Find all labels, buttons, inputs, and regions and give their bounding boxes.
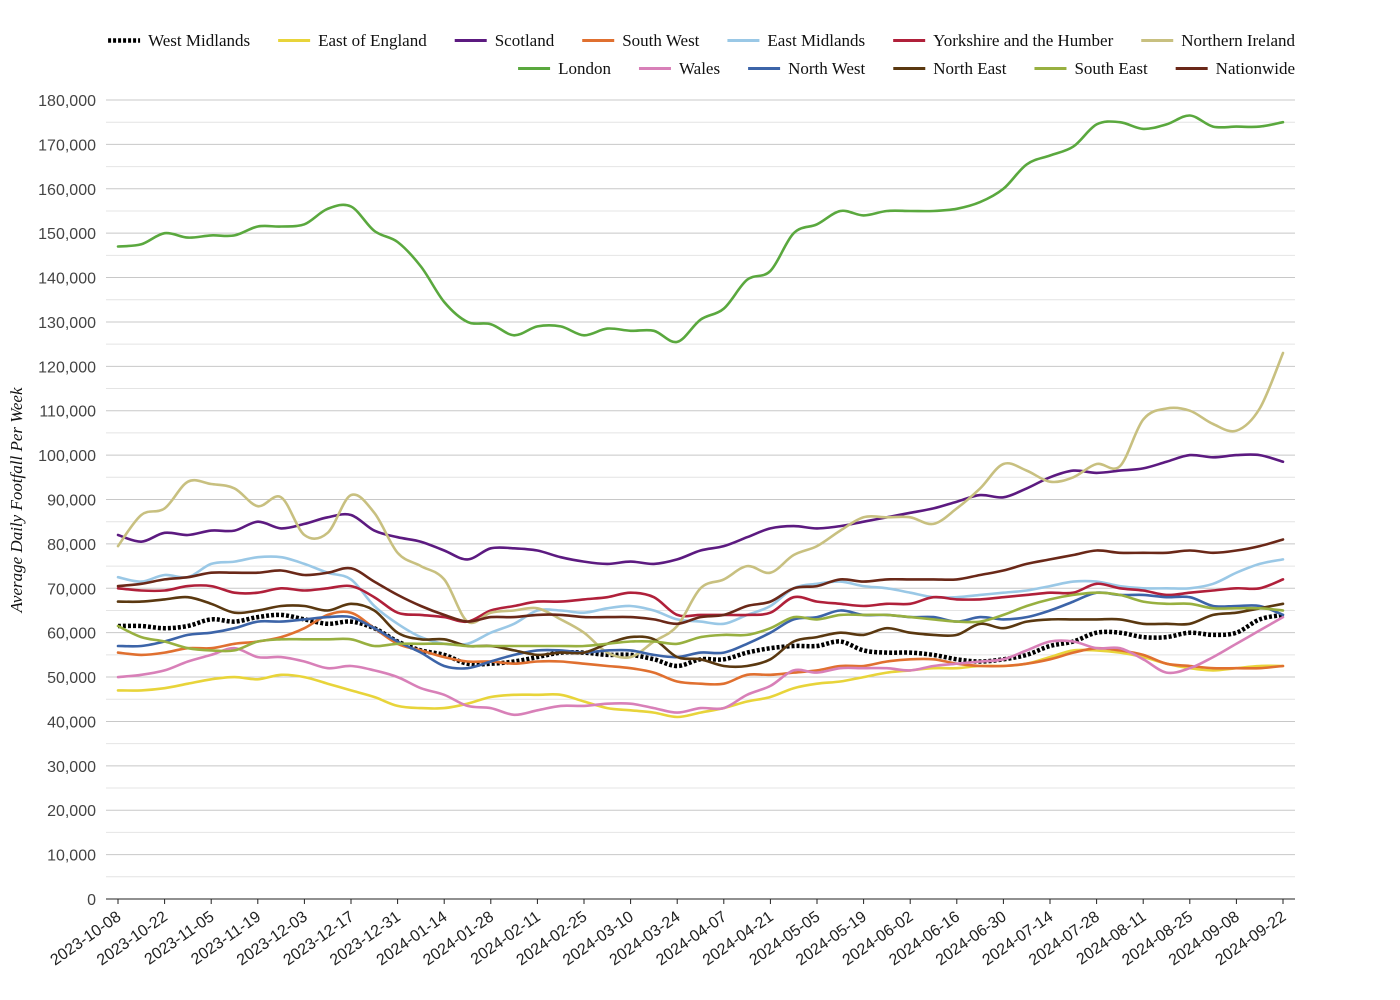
gridlines bbox=[106, 99, 1295, 878]
y-tick-label: 130,000 bbox=[38, 315, 96, 332]
legend-label: East Midlands bbox=[767, 31, 865, 50]
series-line-north-west bbox=[116, 591, 1285, 670]
y-tick-label: 180,000 bbox=[38, 93, 96, 110]
series-line-nationwide bbox=[116, 538, 1285, 626]
legend-item-north-west: North West bbox=[748, 59, 866, 78]
legend-item-northern-ireland: Northern Ireland bbox=[1141, 31, 1295, 50]
legend-label: North West bbox=[788, 59, 865, 78]
legend-label: South West bbox=[622, 31, 699, 50]
legend-label: East of England bbox=[318, 31, 427, 50]
legend-label: Wales bbox=[679, 59, 720, 78]
series-line-south-east bbox=[116, 591, 1285, 653]
y-tick-label: 0 bbox=[87, 892, 96, 909]
legend-label: South East bbox=[1074, 59, 1147, 78]
y-tick-label: 90,000 bbox=[47, 493, 96, 510]
series-lines bbox=[116, 114, 1285, 719]
y-tick-label: 40,000 bbox=[47, 714, 96, 731]
y-tick-label: 20,000 bbox=[47, 803, 96, 820]
legend-label: West Midlands bbox=[148, 31, 250, 50]
y-tick-label: 120,000 bbox=[38, 359, 96, 376]
y-axis-title: Average Daily Footfall Per Week bbox=[7, 387, 26, 613]
legend-label: Scotland bbox=[495, 31, 555, 50]
legend-label: Yorkshire and the Humber bbox=[933, 31, 1113, 50]
series-line-wales bbox=[116, 615, 1285, 717]
series-line-east-midlands bbox=[116, 555, 1285, 647]
legend-label: North East bbox=[933, 59, 1006, 78]
series-line-northern-ireland bbox=[116, 351, 1285, 660]
legend-item-scotland: Scotland bbox=[454, 31, 555, 50]
series-line-north-east bbox=[116, 595, 1285, 669]
y-tick-label: 70,000 bbox=[47, 581, 96, 598]
series-line-yorkshire-and-the-humber bbox=[116, 578, 1285, 624]
y-tick-label: 80,000 bbox=[47, 537, 96, 554]
y-tick-label: 30,000 bbox=[47, 759, 96, 776]
y-tick-label: 10,000 bbox=[47, 848, 96, 865]
series-line-south-west bbox=[116, 610, 1285, 686]
legend-item-wales: Wales bbox=[638, 59, 720, 78]
y-tick-label: 170,000 bbox=[38, 137, 96, 154]
legend-item-east-of-england: East of England bbox=[278, 31, 427, 50]
y-tick-label: 110,000 bbox=[39, 404, 96, 421]
y-tick-label: 140,000 bbox=[38, 271, 96, 288]
legend-item-west-midlands: West Midlands bbox=[108, 31, 250, 50]
y-tick-label: 100,000 bbox=[38, 448, 96, 465]
y-tick-label: 60,000 bbox=[47, 626, 96, 643]
y-tick-label: 160,000 bbox=[38, 182, 96, 199]
legend-item-south-east: South East bbox=[1034, 59, 1148, 78]
legend-item-east-midlands: East Midlands bbox=[727, 31, 865, 50]
y-tick-label: 50,000 bbox=[47, 670, 96, 687]
legend-item-north-east: North East bbox=[893, 59, 1007, 78]
series-line-london bbox=[116, 114, 1285, 344]
legend-label: Northern Ireland bbox=[1181, 31, 1295, 50]
series-line-scotland bbox=[116, 453, 1285, 566]
y-tick-label: 150,000 bbox=[38, 226, 96, 243]
legend-item-nationwide: Nationwide bbox=[1175, 59, 1295, 78]
legend: West Midlands East of England Scotland Sout… bbox=[108, 31, 1295, 78]
legend-item-london: London bbox=[518, 59, 611, 78]
legend-label: Nationwide bbox=[1216, 59, 1295, 78]
legend-item-yorkshire-and-the-humber: Yorkshire and the Humber bbox=[893, 31, 1114, 50]
legend-label: London bbox=[558, 59, 611, 78]
legend-item-south-west: South West bbox=[582, 31, 700, 50]
